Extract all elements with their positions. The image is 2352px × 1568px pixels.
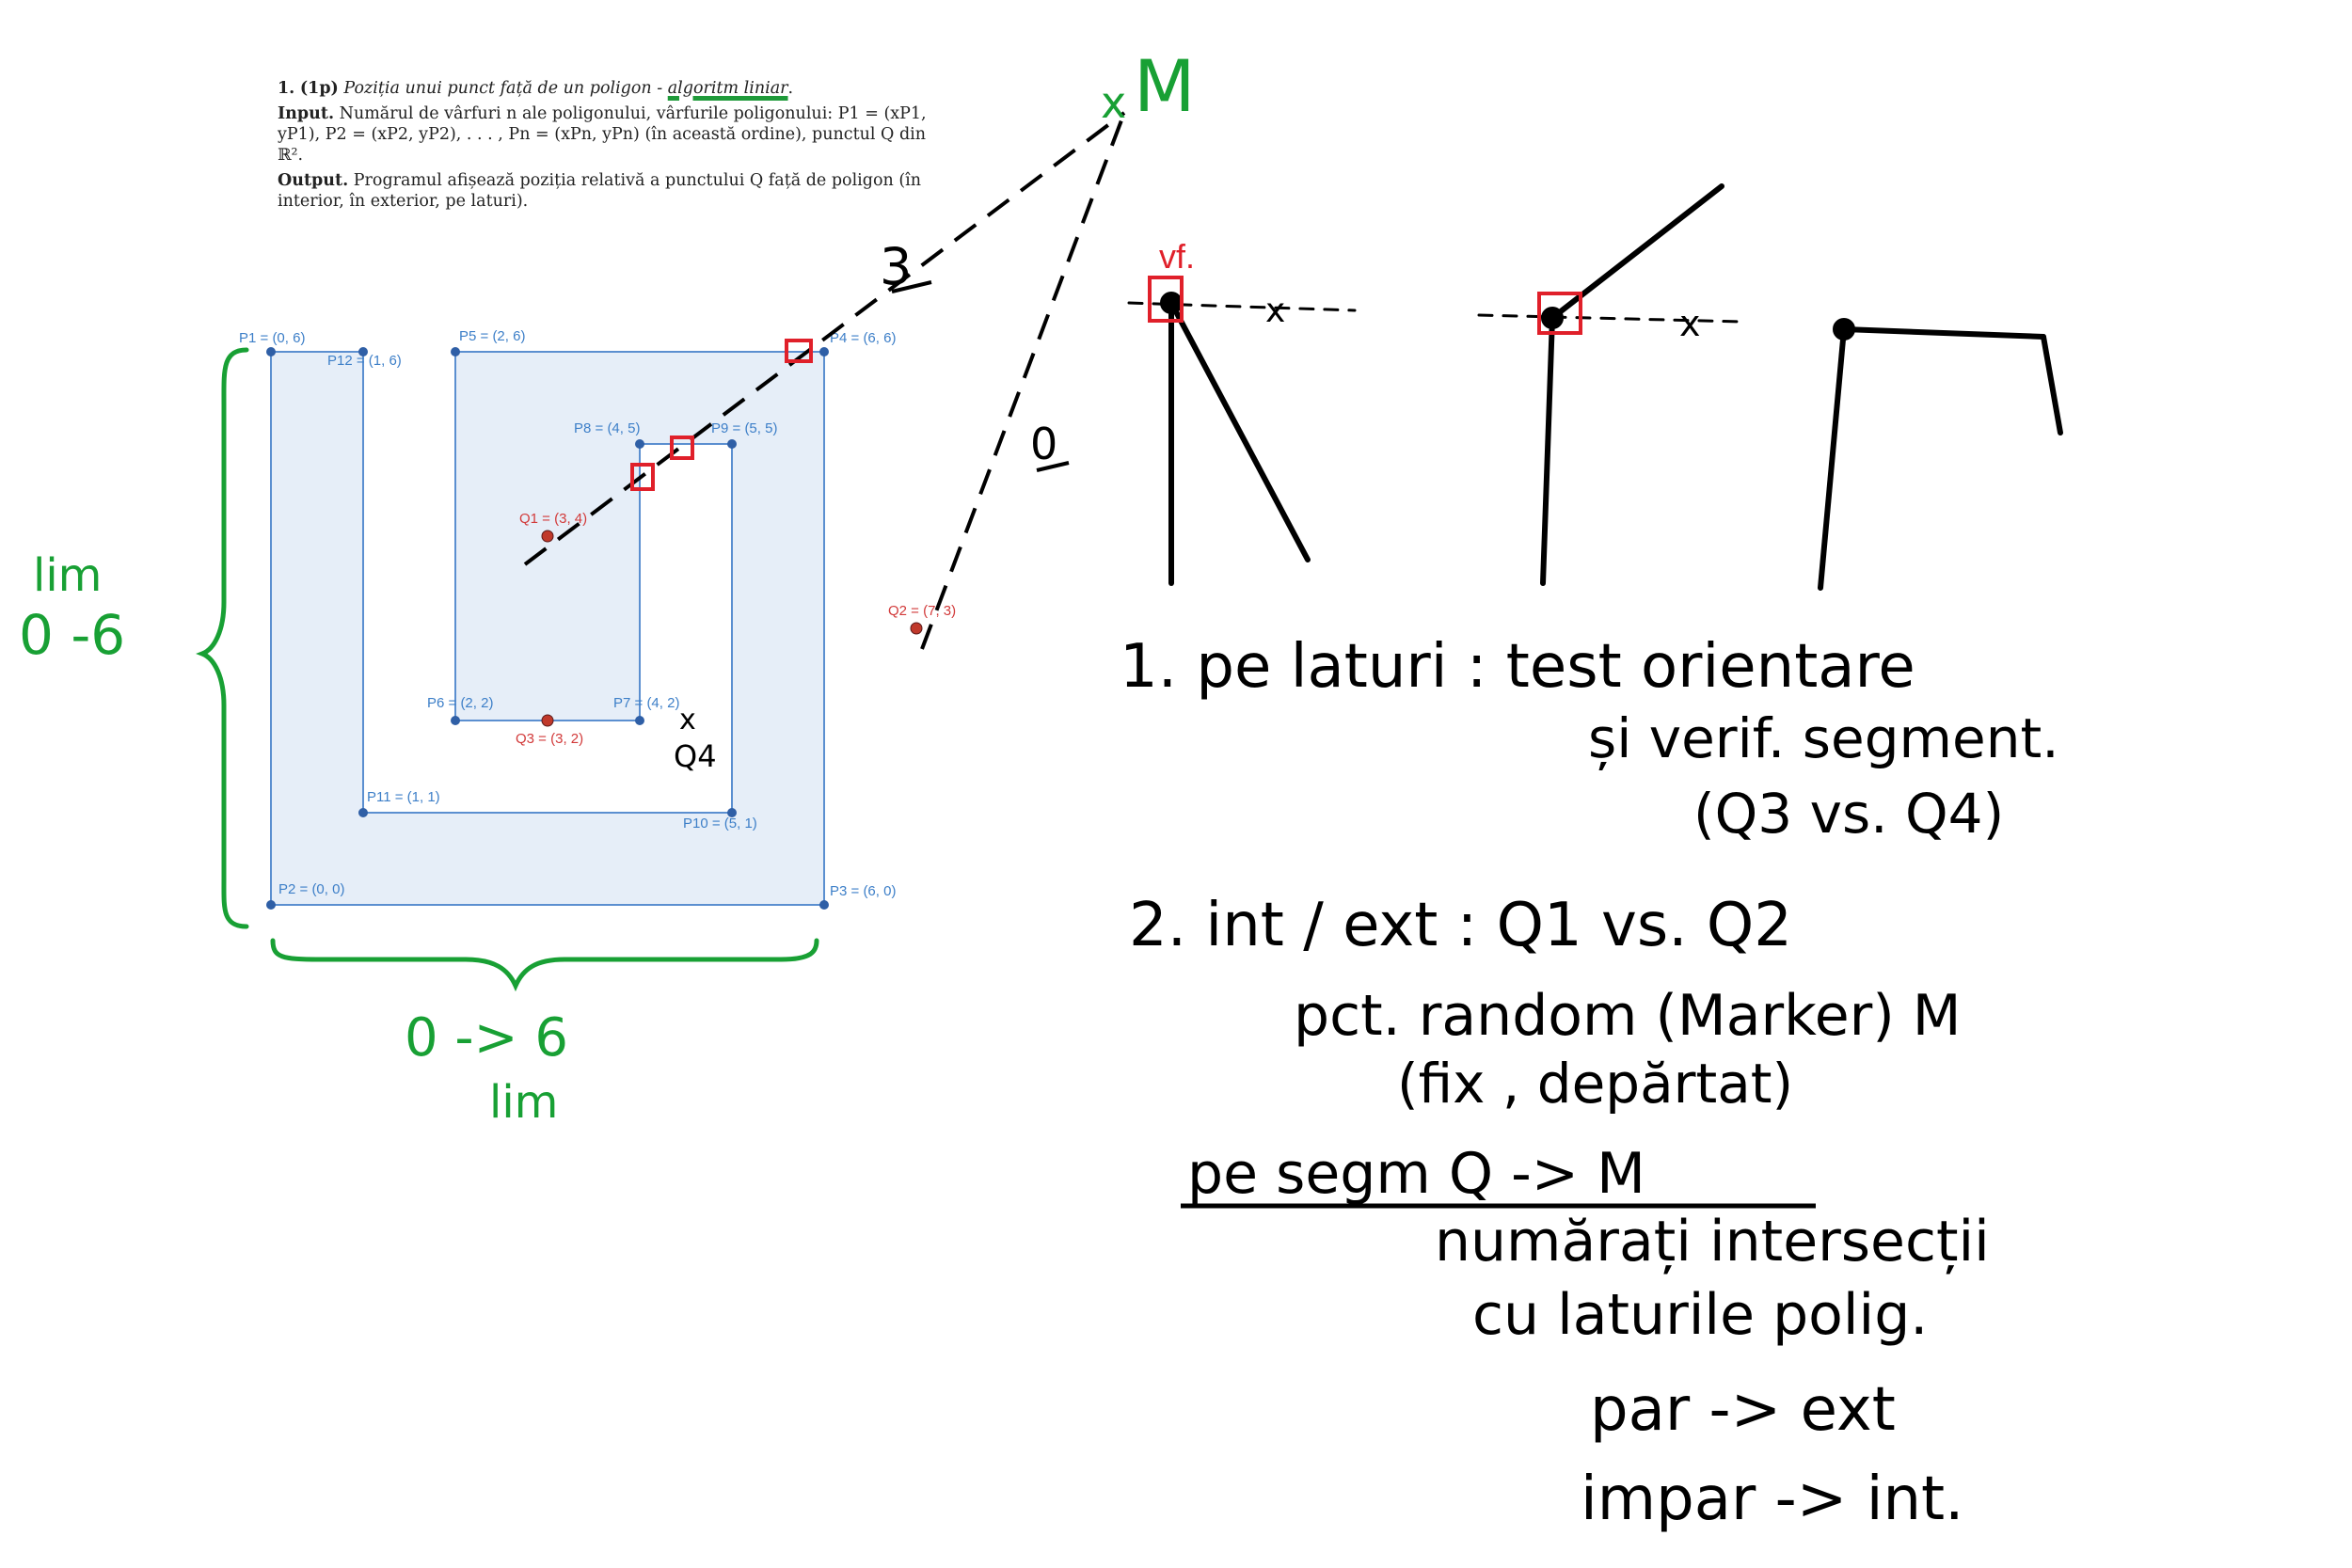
step2-line2: pct. random (Marker) M [1294,983,1962,1049]
vertex-p12 [358,347,368,356]
step1-line2: și verif. segment. [1588,706,2059,770]
intersection-box-2 [670,436,694,460]
sketch1-x: x [1265,292,1285,330]
x-range-bracket [270,938,819,992]
y-range-bracket [196,347,249,929]
q4-label: Q4 [674,738,717,774]
query-label-q1: Q1 = (3, 4) [519,511,587,527]
rule-odd: impar -> int. [1581,1465,1963,1534]
vertex-label-p10: P10 = (5, 1) [683,816,757,832]
query-point-q2 [910,622,923,635]
problem-number: 1. [278,79,295,98]
step1-line3: (Q3 vs. Q4) [1693,782,2004,846]
y-range-word: lim [33,549,102,602]
vertex-p10 [727,808,737,817]
problem-title-highlight: algoritm liniar [667,79,788,98]
x-range-word: lim [489,1076,558,1129]
vertex-p3 [819,900,829,910]
sketch2-x: x [1679,303,1701,344]
input-label: Input. [278,104,335,123]
ray-q2-to-marker [920,112,1126,650]
vertex-p5 [451,347,460,356]
problem-title-text: Poziția unui punct față de un poligon - [343,79,668,98]
problem-points: (1p) [299,79,339,98]
count-q1-underline [891,280,932,293]
input-text: Numărul de vârfuri n ale poligonului, vâ… [278,104,927,165]
vertex-label-p2: P2 = (0, 0) [278,881,344,897]
vertex-label-p12: P12 = (1, 6) [327,353,402,369]
step2-line5: numărați intersecții [1435,1209,1990,1275]
case-sketch-2: x [1477,183,1742,586]
vertex-label-p6: P6 = (2, 2) [427,695,493,711]
intersection-box-1 [630,463,655,491]
rule-even: par -> ext [1590,1375,1896,1445]
problem-title-suffix: . [787,79,794,98]
count-q2: 0 [1030,419,1057,469]
query-label-q3: Q3 = (3, 2) [516,731,583,747]
case-sketch-3 [1818,318,2063,591]
query-label-q2: Q2 = (7, 3) [888,603,956,619]
ray-q1-to-marker [523,111,1126,566]
query-points: Q1 = (3, 4) Q2 = (7, 3) Q3 = (3, 2) [516,511,956,747]
vertex-label-p5: P5 = (2, 6) [459,328,525,344]
polygon-vertices: P1 = (0, 6) P2 = (0, 0) P3 = (6, 0) P4 = (6… [239,328,896,910]
vertex-p8 [635,439,644,449]
vertex-p2 [266,900,276,910]
vertex-label-p1: P1 = (0, 6) [239,330,305,346]
vertex-p11 [358,808,368,817]
problem-statement: 1. (1p) Poziția unui punct față de un po… [278,78,936,216]
step2-line6: cu laturile polig. [1472,1282,1928,1348]
marker-label: M [1134,44,1196,128]
count-q2-underline [1036,461,1070,472]
vertex-label-p11: P11 = (1, 1) [367,789,440,805]
vertex-p1 [266,347,276,356]
case-sketch-1: x vf. [1127,237,1357,586]
problem-output: Output. Programul afișează poziția relat… [278,170,936,212]
step2-line3: (fix , depărtat) [1397,1052,1793,1116]
query-point-q3 [541,714,554,727]
vertex-p6 [451,716,460,725]
vertex-label-p4: P4 = (6, 6) [830,330,896,346]
vertex-p4 [819,347,829,356]
step2-line4: pe segm Q -> M [1187,1141,1645,1207]
problem-input: Input. Numărul de vârfuri n ale poligonu… [278,103,936,166]
step2-line1: 2. int / ext : Q1 vs. Q2 [1129,891,1792,960]
vertex-label-p3: P3 = (6, 0) [830,883,896,899]
problem-title: 1. (1p) Poziția unui punct față de un po… [278,78,936,99]
q4-mark: x [679,704,696,736]
output-label: Output. [278,171,349,190]
intersection-box-3 [785,339,813,363]
handwritten-notes: 1. pe laturi : test orientare și verif. … [1120,632,2059,1534]
vertex-label-p7: P7 = (4, 2) [613,695,679,711]
query-point-q1 [541,530,554,543]
vertex-p9 [727,439,737,449]
y-range-label: 0 -6 [19,603,125,667]
vertex-label: vf. [1159,237,1195,276]
output-text: Programul afișează poziția relativă a pu… [278,171,922,211]
vertex-label-p9: P9 = (5, 5) [711,420,777,436]
step1-line1: 1. pe laturi : test orientare [1120,632,1915,702]
vertex-p7 [635,716,644,725]
vertex-label-p8: P8 = (4, 5) [574,420,640,436]
marker-x: x [1101,77,1126,128]
x-range-label: 0 -> 6 [405,1007,568,1069]
